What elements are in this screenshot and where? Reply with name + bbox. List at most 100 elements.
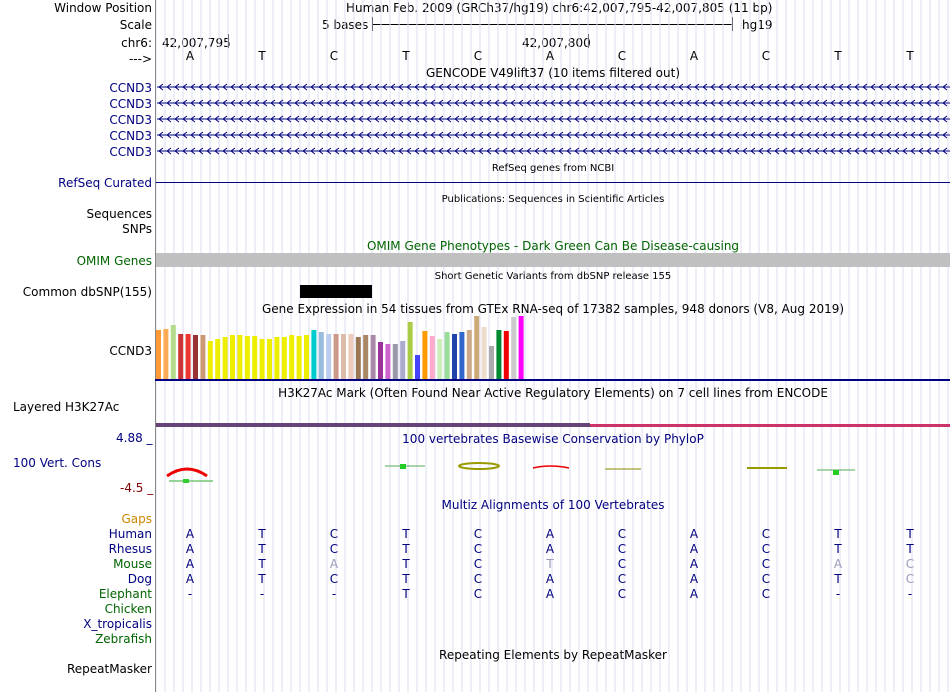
multiz-base: C <box>761 557 771 571</box>
multiz-base: A <box>329 557 339 571</box>
multiz-species-label[interactable]: Chicken <box>104 602 152 616</box>
multiz-base: A <box>545 527 555 541</box>
gtex-tissue-bar <box>170 325 176 379</box>
multiz-species-label[interactable]: Zebrafish <box>95 632 152 646</box>
multiz-base: A <box>689 572 699 586</box>
multiz-base: T <box>834 527 842 541</box>
gtex-tissue-bar <box>215 339 221 379</box>
multiz-base: C <box>905 557 915 571</box>
gencode-strand-arrows <box>158 131 948 139</box>
multiz-base: - <box>259 587 265 601</box>
multiz-base: T <box>258 557 266 571</box>
refseq-line <box>156 182 950 183</box>
multiz-base: T <box>834 542 842 556</box>
gtex-tissue-bar <box>230 335 235 379</box>
gtex-tissue-bar <box>459 332 465 379</box>
omim-bar[interactable] <box>156 253 950 267</box>
gencode-gene-label[interactable]: CCND3 <box>109 97 152 111</box>
gtex-title: Gene Expression in 54 tissues from GTEx … <box>261 302 845 316</box>
multiz-species-label[interactable]: X_tropicalis <box>83 617 152 631</box>
multiz-base: C <box>329 572 339 586</box>
gtex-tissue-bar <box>200 335 206 379</box>
gtex-tissue-bar <box>370 335 376 379</box>
multiz-base: C <box>761 587 771 601</box>
multiz-base: C <box>617 587 627 601</box>
phylop-signal[interactable] <box>155 448 950 488</box>
gencode-strand-arrows <box>158 99 948 107</box>
chrom-label: chr6: <box>121 36 152 50</box>
multiz-base: T <box>258 542 266 556</box>
phylop-min: -4.5 _ <box>120 481 154 495</box>
sequences-label[interactable]: Sequences <box>86 207 152 221</box>
gtex-tissue-bar <box>341 334 346 379</box>
gtex-tissue-bar <box>518 316 524 379</box>
multiz-species-label[interactable]: Dog <box>127 572 152 586</box>
gtex-tissue-bar <box>355 337 361 379</box>
gtex-tissue-bar <box>163 329 169 379</box>
window-position-label: Window Position <box>54 1 152 15</box>
gtex-tissue-bar <box>348 334 354 379</box>
sequence-base: A <box>689 49 699 63</box>
omim-label[interactable]: OMIM Genes <box>76 254 152 268</box>
gencode-gene-label[interactable]: CCND3 <box>109 113 152 127</box>
sequence-base: T <box>258 49 266 63</box>
gtex-tissue-bar <box>237 335 243 379</box>
multiz-species-label[interactable]: Human <box>108 527 152 541</box>
gencode-gene-label[interactable]: CCND3 <box>109 129 152 143</box>
multiz-species-label[interactable]: Rhesus <box>108 542 152 556</box>
gtex-tissue-bar <box>304 335 309 379</box>
repeatmasker-label[interactable]: RepeatMasker <box>66 662 152 676</box>
h3k27ac-signal-left <box>156 423 590 427</box>
multiz-base: - <box>907 587 913 601</box>
h3k27ac-signal-right <box>590 424 950 427</box>
gencode-strand-arrows <box>158 83 948 91</box>
gtex-label[interactable]: CCND3 <box>109 344 152 358</box>
multiz-base: A <box>545 587 555 601</box>
multiz-base: A <box>689 527 699 541</box>
multiz-species-label[interactable]: Elephant <box>98 587 152 601</box>
dbsnp-variant[interactable] <box>300 285 372 298</box>
snps-label[interactable]: SNPs <box>122 222 152 236</box>
multiz-species-label[interactable]: Mouse <box>113 557 152 571</box>
phylop-label[interactable]: 100 Vert. Cons <box>13 456 102 470</box>
multiz-base: T <box>906 527 914 541</box>
multiz-base: A <box>545 572 555 586</box>
gtex-tissue-bar <box>407 322 413 379</box>
gtex-tissue-bar <box>267 339 272 379</box>
multiz-base: C <box>761 542 771 556</box>
gtex-tissue-bar <box>363 335 369 379</box>
multiz-base: C <box>761 527 771 541</box>
gtex-tissue-bar <box>252 336 258 379</box>
dbsnp-label[interactable]: Common dbSNP(155) <box>22 285 152 299</box>
multiz-base: T <box>906 542 914 556</box>
phylop-max: 4.88 _ <box>116 431 153 445</box>
gtex-bar-chart[interactable] <box>155 316 950 382</box>
gencode-gene-label[interactable]: CCND3 <box>109 145 152 159</box>
multiz-base: A <box>185 557 195 571</box>
multiz-base: C <box>329 542 339 556</box>
gtex-tissue-bar <box>422 331 428 379</box>
omim-title: OMIM Gene Phenotypes - Dark Green Can Be… <box>366 239 740 253</box>
dbsnp-title: Short Genetic Variants from dbSNP releas… <box>434 271 672 282</box>
refseq-label[interactable]: RefSeq Curated <box>58 176 152 190</box>
multiz-base: T <box>834 572 842 586</box>
gtex-tissue-bar <box>503 331 509 379</box>
coord-left: 42,007,795 <box>162 36 231 50</box>
h3k27ac-label[interactable]: Layered H3K27Ac <box>13 400 120 414</box>
multiz-base: A <box>689 557 699 571</box>
multiz-base: A <box>185 527 195 541</box>
multiz-title: Multiz Alignments of 100 Vertebrates <box>441 498 665 512</box>
multiz-base: T <box>402 527 410 541</box>
gtex-tissue-bar <box>296 336 302 379</box>
gtex-tissue-bar <box>496 330 502 379</box>
multiz-base: A <box>185 572 195 586</box>
gencode-gene-tracks[interactable] <box>155 80 950 160</box>
gtex-tissue-bar <box>333 334 339 379</box>
gtex-tissue-bar <box>326 334 332 379</box>
gtex-tissue-bar <box>437 339 443 379</box>
gencode-gene-label[interactable]: CCND3 <box>109 81 152 95</box>
gaps-label[interactable]: Gaps <box>121 512 152 526</box>
gtex-tissue-bar <box>378 342 383 379</box>
gtex-tissue-bar <box>444 332 450 379</box>
sequence-base: C <box>473 49 483 63</box>
